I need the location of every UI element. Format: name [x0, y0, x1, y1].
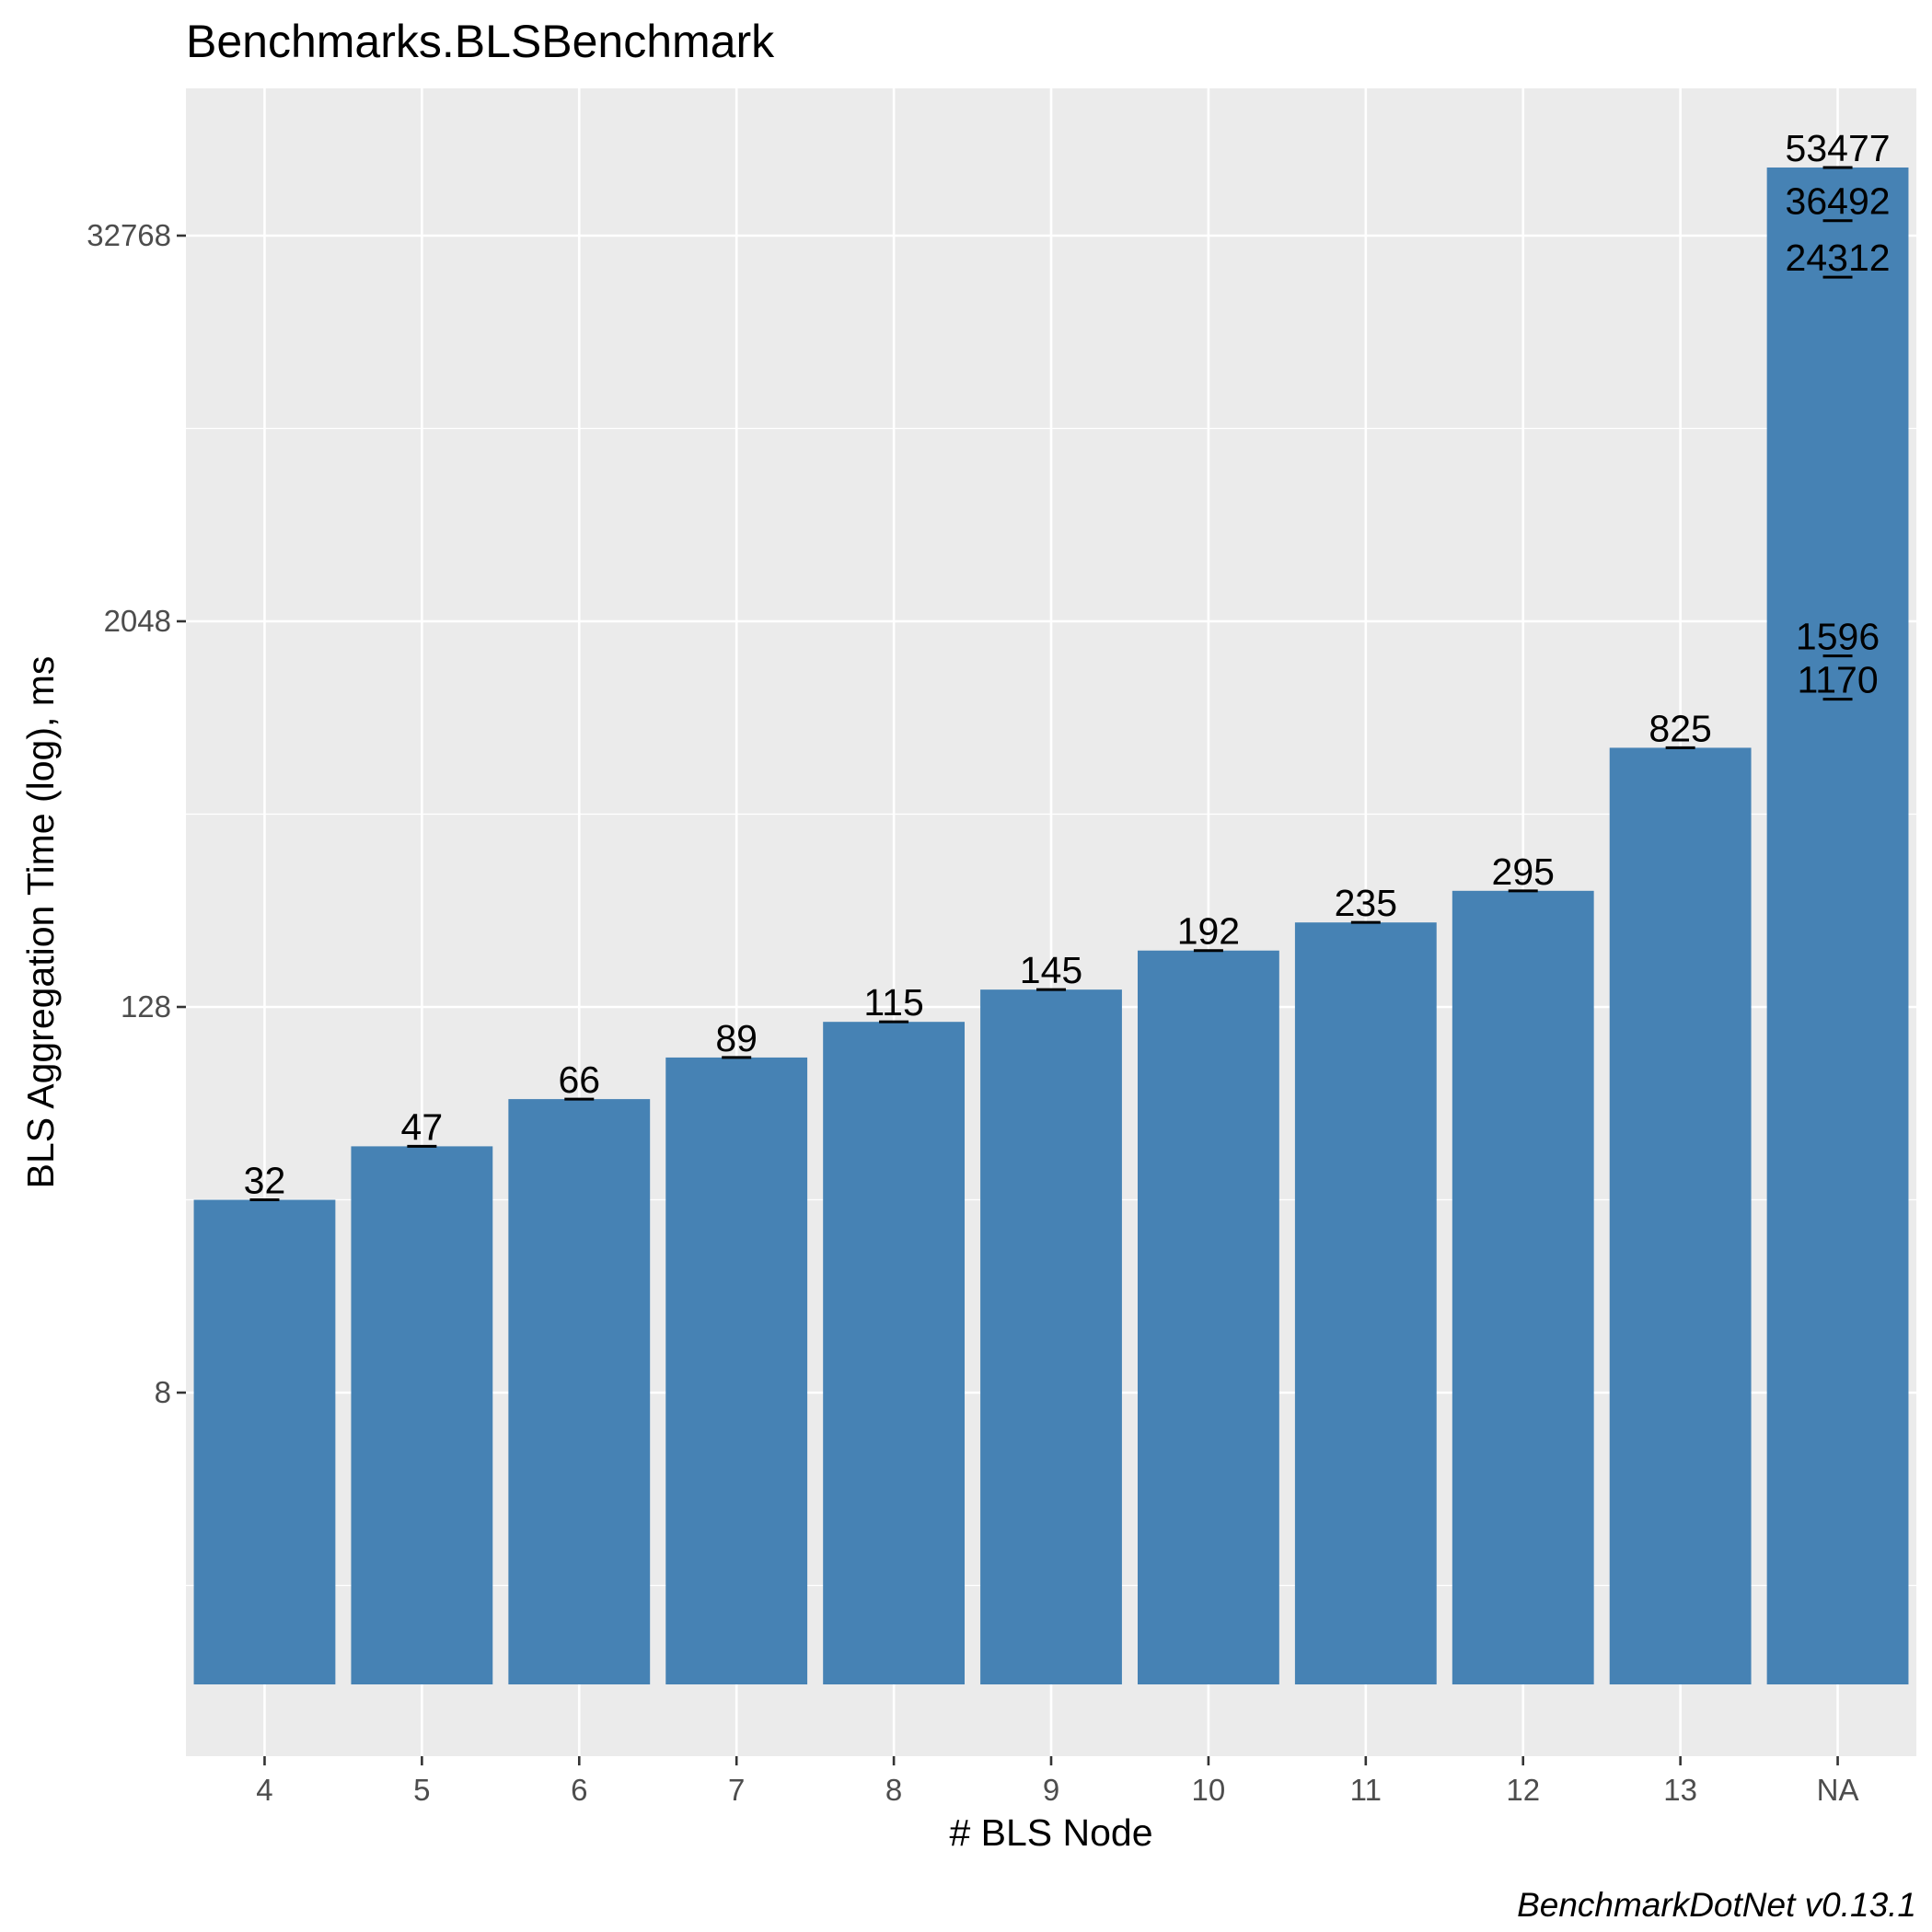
- bar-NA: [1766, 167, 1909, 1684]
- y-axis-title: BLS Aggregation Time (log), ms: [19, 656, 62, 1189]
- error-bars: [249, 166, 1853, 1201]
- x-axis: 4 5 6 7 8 9 10 11 12 13 NA: [256, 1756, 1858, 1807]
- x-tick-label: NA: [1817, 1773, 1859, 1807]
- x-tick-label: 10: [1192, 1773, 1226, 1807]
- x-tick-label: 8: [885, 1773, 902, 1807]
- value-label: 53477: [1786, 127, 1891, 169]
- bar-5: [351, 1146, 493, 1684]
- value-label: 192: [1177, 910, 1240, 953]
- x-tick-label: 9: [1043, 1773, 1059, 1807]
- value-label: 145: [1020, 949, 1082, 991]
- value-label: 89: [715, 1017, 758, 1059]
- bar-7: [665, 1057, 808, 1684]
- value-label: 825: [1649, 707, 1711, 749]
- chart-title: Benchmarks.BLSBenchmark: [186, 16, 775, 67]
- bar-10: [1138, 950, 1279, 1684]
- value-label: 115: [863, 981, 923, 1024]
- x-tick-label: 4: [256, 1773, 272, 1807]
- x-axis-title: # BLS Node: [949, 1811, 1152, 1854]
- y-tick-label: 32768: [87, 218, 171, 252]
- value-labels: 32 47 66 89 115 145 192 235 295 825 53477 36492 2431…: [244, 127, 1891, 1202]
- y-tick-label: 128: [121, 989, 171, 1024]
- value-label: 47: [401, 1105, 444, 1148]
- bar-13: [1609, 747, 1752, 1684]
- value-label: 295: [1492, 850, 1555, 893]
- bar-4: [193, 1199, 336, 1684]
- value-label: 66: [558, 1059, 600, 1101]
- x-tick-label: 13: [1663, 1773, 1697, 1807]
- y-axis: 8 128 2048 32768: [87, 218, 186, 1409]
- value-label: 235: [1335, 882, 1397, 924]
- value-label: 32: [244, 1160, 286, 1202]
- x-tick-label: 5: [413, 1773, 430, 1807]
- x-tick-label: 6: [571, 1773, 587, 1807]
- bar-11: [1294, 922, 1437, 1684]
- x-tick-label: 7: [728, 1773, 745, 1807]
- x-tick-label: 12: [1506, 1773, 1540, 1807]
- bar-9: [980, 989, 1122, 1684]
- value-label: 1170: [1797, 659, 1878, 701]
- y-tick-label: 8: [155, 1375, 171, 1409]
- bars: [193, 167, 1909, 1684]
- value-label: 24312: [1786, 237, 1891, 279]
- bar-6: [508, 1099, 651, 1684]
- chart-caption: BenchmarkDotNet v0.13.1: [1517, 1886, 1916, 1924]
- bar-12: [1452, 890, 1594, 1684]
- bar-8: [823, 1022, 965, 1684]
- value-label: 1596: [1796, 616, 1880, 658]
- x-tick-label: 11: [1350, 1773, 1382, 1807]
- value-label: 36492: [1786, 180, 1891, 223]
- y-tick-label: 2048: [104, 604, 171, 638]
